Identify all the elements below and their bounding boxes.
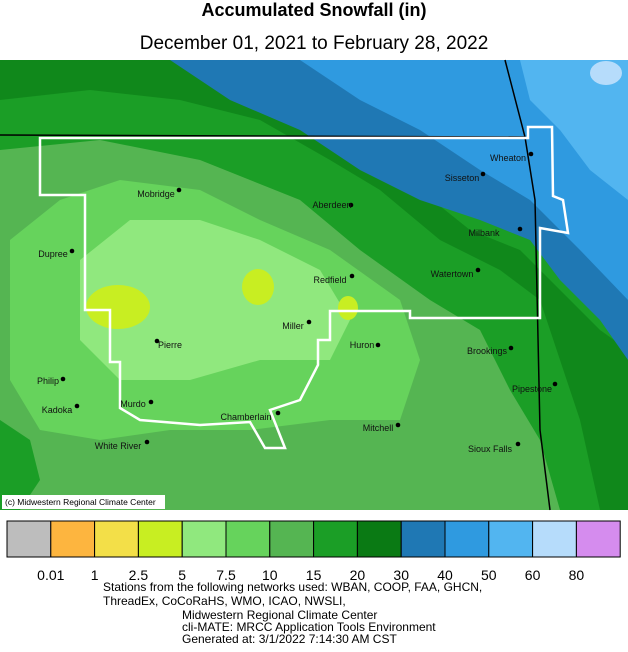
legend-tick-label: 20 <box>350 567 366 583</box>
legend-tick-label: 7.5 <box>216 567 236 583</box>
city-label: Pipestone <box>512 384 552 394</box>
legend-tick-label: 10 <box>262 567 278 583</box>
footer-line: Generated at: 3/1/2022 7:14:30 AM CST <box>182 632 397 646</box>
legend-tick-label: 0.01 <box>37 567 64 583</box>
legend-tick-label: 30 <box>393 567 409 583</box>
map: (c) Midwestern Regional Climate Center M… <box>0 59 628 511</box>
city-label: Milbank <box>468 228 500 238</box>
legend-swatch <box>313 520 358 558</box>
legend-swatch <box>269 520 315 558</box>
city-dot <box>349 273 355 279</box>
zone <box>590 61 622 85</box>
city-dot <box>154 338 160 344</box>
city-dot <box>148 399 154 405</box>
city-label: Mitchell <box>363 423 394 433</box>
zone <box>520 60 628 200</box>
legend: 0.01 1 2.5 5 7.5 10 15 20 30 40 50 60 80 <box>6 520 621 583</box>
city-label: Sisseton <box>445 173 480 183</box>
legend-swatch <box>488 520 534 558</box>
city-label: Dupree <box>38 249 68 259</box>
city-label: Redfield <box>313 275 346 285</box>
city-label: Watertown <box>431 269 474 279</box>
city-label: Pierre <box>158 340 182 350</box>
legend-swatch <box>225 520 271 558</box>
title: Accumulated Snowfall (in) <box>201 0 426 20</box>
city-dot <box>480 171 486 177</box>
city-dot <box>528 151 534 157</box>
zone <box>300 60 628 300</box>
city-label: Kadoka <box>42 405 73 415</box>
city-label: Wheaton <box>490 153 526 163</box>
cities: Mobridge Aberdeen Sisseton Wheaton Milbank Du… <box>37 151 558 454</box>
legend-tick-label: 60 <box>525 567 541 583</box>
city-label: Sioux Falls <box>468 444 513 454</box>
city-label: Aberdeen <box>312 200 351 210</box>
credit-box <box>2 495 165 509</box>
city-dot <box>144 439 150 445</box>
legend-swatch <box>356 520 402 558</box>
city-label: Mobridge <box>137 189 175 199</box>
subtitle: December 01, 2021 to February 28, 2022 <box>140 33 489 54</box>
city-dot <box>306 319 312 325</box>
city-dot <box>515 441 521 447</box>
city-label: Philip <box>37 376 59 386</box>
footer-line: cli-MATE: MRCC Application Tools Environ… <box>182 620 436 634</box>
city-dot <box>375 342 381 348</box>
legend-tick-label: 1 <box>91 567 99 583</box>
legend-tick-label: 80 <box>569 567 585 583</box>
legend-tick-label: 40 <box>437 567 453 583</box>
city-label: Huron <box>350 340 375 350</box>
legend-swatch <box>94 520 139 558</box>
legend-swatch <box>575 520 621 558</box>
legend-swatch <box>6 520 52 558</box>
city-dot <box>74 403 80 409</box>
legend-tick-label: 50 <box>481 567 497 583</box>
legend-swatch <box>137 520 183 558</box>
credit: (c) Midwestern Regional Climate Center <box>5 497 156 507</box>
state-line <box>0 59 551 511</box>
zone <box>0 420 40 510</box>
legend-tick-label: 5 <box>178 567 186 583</box>
zone <box>86 285 150 329</box>
zone <box>0 60 628 510</box>
legend-swatch <box>532 520 577 558</box>
legend-swatch <box>444 520 490 558</box>
zone <box>242 269 274 305</box>
city-dot <box>348 202 354 208</box>
city-dot <box>395 422 401 428</box>
footer-line: Stations from the following networks use… <box>103 580 482 594</box>
city-dot <box>69 248 75 254</box>
legend-tick-label: 2.5 <box>129 567 149 583</box>
city-label: Murdo <box>120 399 146 409</box>
city-label: Chamberlain <box>220 412 271 422</box>
city-dot <box>508 345 514 351</box>
footer-line: Midwestern Regional Climate Center <box>182 608 377 622</box>
legend-swatch <box>50 520 96 558</box>
city-label: White River <box>95 441 142 451</box>
region-outline <box>38 125 570 450</box>
legend-swatch <box>400 520 446 558</box>
legend-swatch <box>181 520 227 558</box>
city-dot <box>475 267 481 273</box>
legend-tick-label: 15 <box>306 567 322 583</box>
zone <box>80 220 350 380</box>
city-dot <box>552 381 558 387</box>
footer-line: ThreadEx, CoCoRaHS, WMO, ICAO, NWSLI, <box>103 594 346 608</box>
zone <box>338 296 358 320</box>
city-label: Brookings <box>467 346 508 356</box>
city-label: Miller <box>282 321 304 331</box>
city-dot <box>517 226 523 232</box>
city-dot <box>60 376 66 382</box>
city-dot <box>176 187 182 193</box>
city-dot <box>275 410 281 416</box>
